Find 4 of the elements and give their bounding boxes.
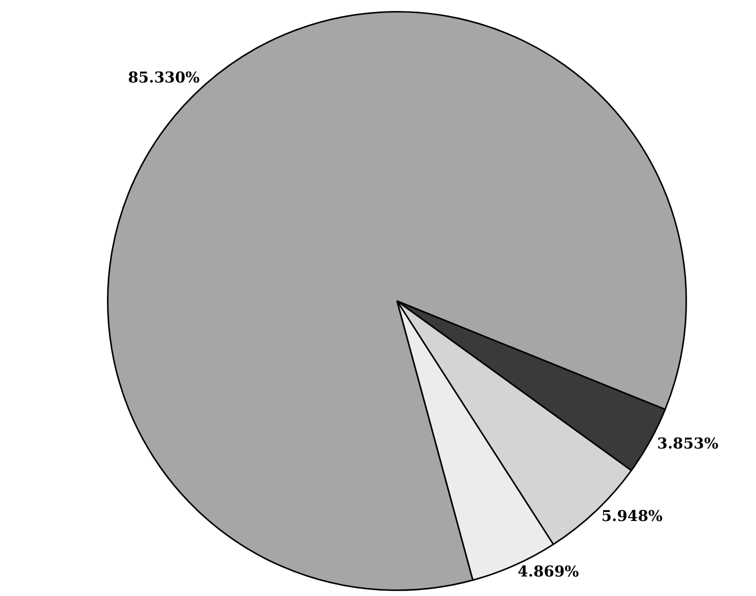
data-label: 4.869% [518, 562, 579, 581]
data-label: 85.330% [128, 68, 200, 87]
data-label: 5.948% [601, 506, 663, 525]
data-label: 3.853% [657, 434, 718, 453]
